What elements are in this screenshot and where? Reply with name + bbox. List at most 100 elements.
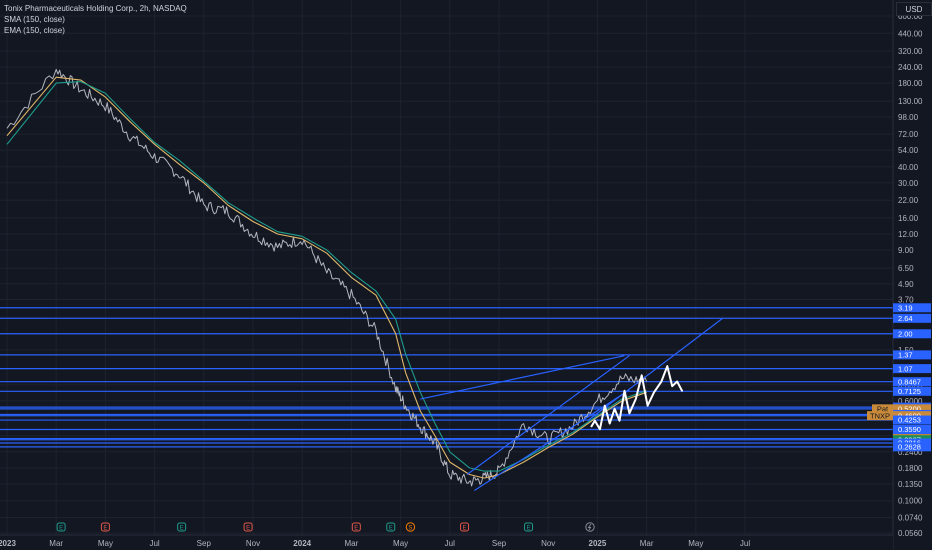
time-axis[interactable]: 2023 Mar May Jul Sep Nov 2024 Mar May Jul Sep Nov 20… [0, 534, 893, 550]
price-level-tag[interactable]: 0.2628 [893, 442, 931, 452]
flash-event-marker[interactable] [585, 522, 595, 532]
price-axis[interactable]: 600.00 440.00 320.00 240.00 180.00 130.00 98.0… [892, 0, 932, 550]
x-tick-label: Nov [246, 539, 260, 548]
earnings-event-marker[interactable]: E [524, 522, 534, 532]
trend-line[interactable] [474, 389, 630, 492]
price-tag-value: 0.3590 [898, 425, 921, 434]
svg-text:E: E [463, 525, 467, 531]
x-tick-label: Jul [445, 539, 455, 548]
price-tag-value: 0.7125 [898, 387, 921, 396]
price-level-tag[interactable]: 2.64 [893, 313, 931, 323]
x-tick-label: Mar [49, 539, 63, 548]
y-tick-label: 0.0740 [898, 513, 923, 522]
price-tag-value: 0.5200 [898, 405, 921, 414]
price-level-tag[interactable]: 0.4253 [893, 415, 931, 425]
price-tag-value: 2.00 [898, 329, 913, 338]
split-event-marker[interactable]: S [405, 522, 416, 532]
y-tick-label: 16.00 [898, 214, 919, 223]
price-level-tag[interactable]: 0.8467 [893, 377, 931, 386]
earnings-event-marker[interactable]: E [100, 522, 110, 532]
y-tick-label: 9.00 [898, 246, 914, 255]
price-tag-value: 0.4253 [898, 416, 921, 425]
price-tag-value: 3.19 [898, 303, 913, 312]
y-tick-label: 12.00 [898, 230, 919, 239]
svg-text:E: E [103, 525, 107, 531]
price-level-tag[interactable]: 0.7125 [893, 386, 931, 396]
svg-text:E: E [246, 525, 250, 531]
x-tick-label: Jul [149, 539, 159, 548]
price-tag-label: TNXP [870, 411, 890, 420]
price-tag-value: 0.2628 [898, 443, 921, 452]
y-tick-label: 180.00 [898, 79, 923, 88]
price-tags: 3.192.642.001.371.070.84670.71250.5362Pa… [867, 303, 931, 452]
series-lines [6, 68, 648, 487]
x-tick-label: 2023 [0, 539, 16, 548]
price-level-tag[interactable]: 0.3590 [893, 424, 931, 434]
y-tick-label: 0.2400 [898, 448, 923, 457]
x-tick-label: 2024 [293, 539, 311, 548]
y-tick-label: 130.00 [898, 97, 923, 106]
y-tick-label: 40.00 [898, 163, 919, 172]
horizontal-levels [0, 307, 893, 448]
x-tick-label: Sep [197, 539, 212, 548]
x-tick-label: 2025 [589, 539, 607, 548]
svg-text:E: E [180, 525, 184, 531]
time-axis-bg [0, 535, 893, 550]
price-tag-value: 1.07 [898, 364, 913, 373]
x-tick-label: May [393, 539, 408, 548]
y-tick-label: 98.00 [898, 113, 919, 122]
price-tag-pat[interactable]: Pat 0.5200 [872, 404, 931, 414]
y-tick-label: 0.0560 [898, 529, 923, 538]
x-tick-label: Mar [640, 539, 654, 548]
chart-legend: Tonix Pharmaceuticals Holding Corp., 2h,… [4, 3, 187, 36]
earnings-event-marker[interactable]: E [460, 522, 470, 532]
y-tick-label: 440.00 [898, 29, 923, 38]
price-tag-value: 2.64 [898, 314, 913, 323]
trend-lines [420, 317, 724, 492]
y-tick-label: 1.50 [898, 346, 914, 355]
symbol-title[interactable]: Tonix Pharmaceuticals Holding Corp., 2h,… [4, 4, 187, 13]
y-tick-label: 30.00 [898, 179, 919, 188]
svg-text:E: E [59, 525, 63, 531]
y-tick-label: 4.90 [898, 280, 914, 289]
y-tick-label: 72.00 [898, 130, 919, 139]
x-tick-label: May [688, 539, 703, 548]
projection-scribble-path[interactable] [590, 365, 683, 431]
y-tick-label: 0.1800 [898, 464, 923, 473]
price-level-tag[interactable]: 1.37 [893, 350, 931, 360]
earnings-event-marker[interactable]: E [386, 522, 396, 532]
ema-indicator-label[interactable]: EMA (150, close) [4, 26, 65, 35]
svg-text:E: E [527, 525, 531, 531]
y-tick-label: 22.00 [898, 196, 919, 205]
earnings-event-marker[interactable]: E [351, 522, 361, 532]
svg-text:E: E [389, 525, 393, 531]
price-series-line [6, 68, 648, 487]
currency-button[interactable]: USD [896, 2, 932, 16]
price-level-tag[interactable]: 3.19 [893, 303, 931, 312]
x-tick-label: Nov [541, 539, 555, 548]
sma-indicator-label[interactable]: SMA (150, close) [4, 15, 65, 24]
x-tick-label: Sep [492, 539, 507, 548]
y-tick-label: 54.00 [898, 146, 919, 155]
price-tag-value: 1.37 [898, 351, 913, 360]
ema-series-line [6, 81, 647, 472]
trend-line[interactable] [420, 355, 625, 400]
earnings-event-marker[interactable]: E [177, 522, 187, 532]
svg-text:S: S [408, 525, 412, 531]
trend-line[interactable] [466, 355, 630, 475]
y-tick-label: 0.6000 [898, 397, 923, 406]
earnings-event-marker[interactable]: E [56, 522, 66, 532]
price-axis-bg [893, 0, 932, 550]
price-tag-value: 0.8467 [898, 377, 921, 386]
y-tick-label: 240.00 [898, 63, 923, 72]
trend-line[interactable] [587, 317, 724, 422]
price-tag-label: Pat [877, 405, 889, 414]
x-tick-label: Mar [345, 539, 359, 548]
price-level-tag[interactable]: 1.07 [893, 364, 931, 373]
earnings-event-marker[interactable]: E [243, 522, 253, 532]
y-tick-label: 600.00 [898, 12, 923, 21]
price-level-tag[interactable]: 2.00 [893, 329, 931, 338]
y-tick-label: 6.50 [898, 264, 914, 273]
